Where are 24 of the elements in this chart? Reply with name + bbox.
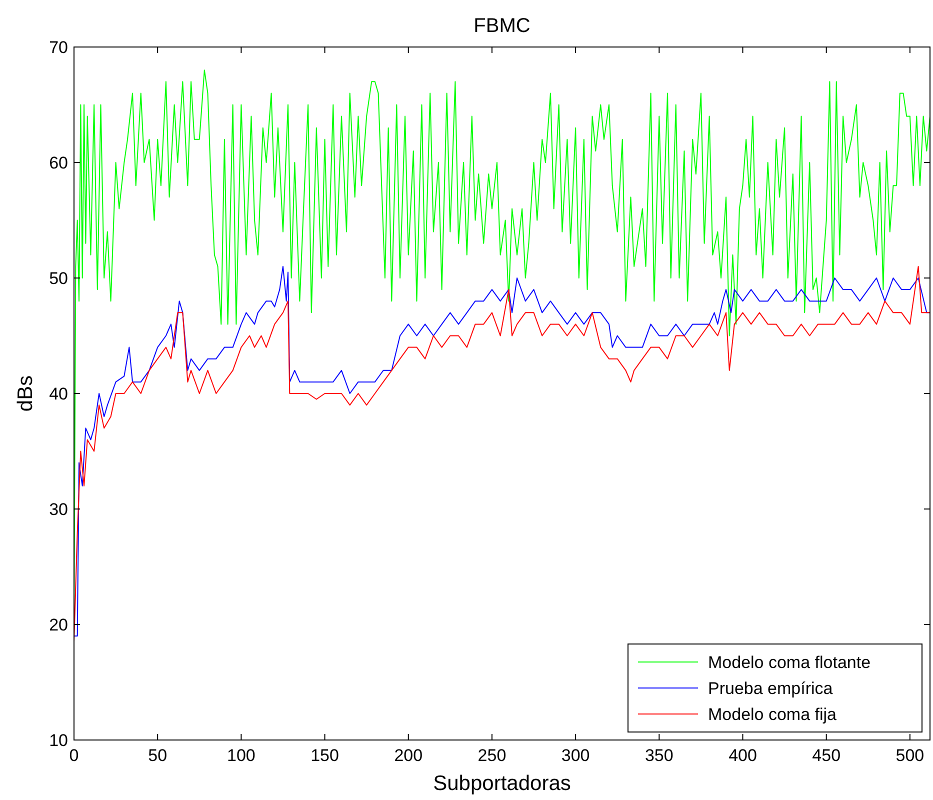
- x-tick-label: 350: [644, 746, 674, 765]
- x-tick-label: 450: [812, 746, 841, 765]
- y-tick-label: 50: [49, 269, 68, 288]
- y-tick-label: 30: [49, 500, 68, 519]
- x-tick-label: 300: [561, 746, 590, 765]
- y-tick-label: 20: [49, 616, 68, 634]
- chart-title: FBMC: [474, 15, 530, 37]
- y-tick-label: 70: [49, 38, 68, 57]
- x-tick-label: 400: [728, 746, 757, 765]
- x-tick-label: 150: [310, 746, 339, 765]
- legend-label: Modelo coma flotante: [708, 653, 871, 672]
- x-tick-label: 0: [69, 746, 79, 765]
- y-axis-title: dBs: [14, 375, 37, 412]
- x-tick-label: 500: [896, 746, 924, 765]
- x-axis-title: Subportadoras: [433, 772, 571, 795]
- legend-label: Prueba empírica: [708, 679, 834, 698]
- legend-label: Modelo coma fija: [708, 705, 838, 724]
- x-tick-label: 100: [227, 746, 256, 765]
- y-tick-label: 40: [49, 384, 68, 404]
- x-tick-label: 250: [478, 746, 506, 765]
- x-tick-label: 50: [148, 746, 168, 765]
- y-tick-label: 60: [49, 154, 68, 172]
- x-tick-label: 200: [394, 746, 423, 765]
- y-tick-label: 10: [49, 731, 68, 750]
